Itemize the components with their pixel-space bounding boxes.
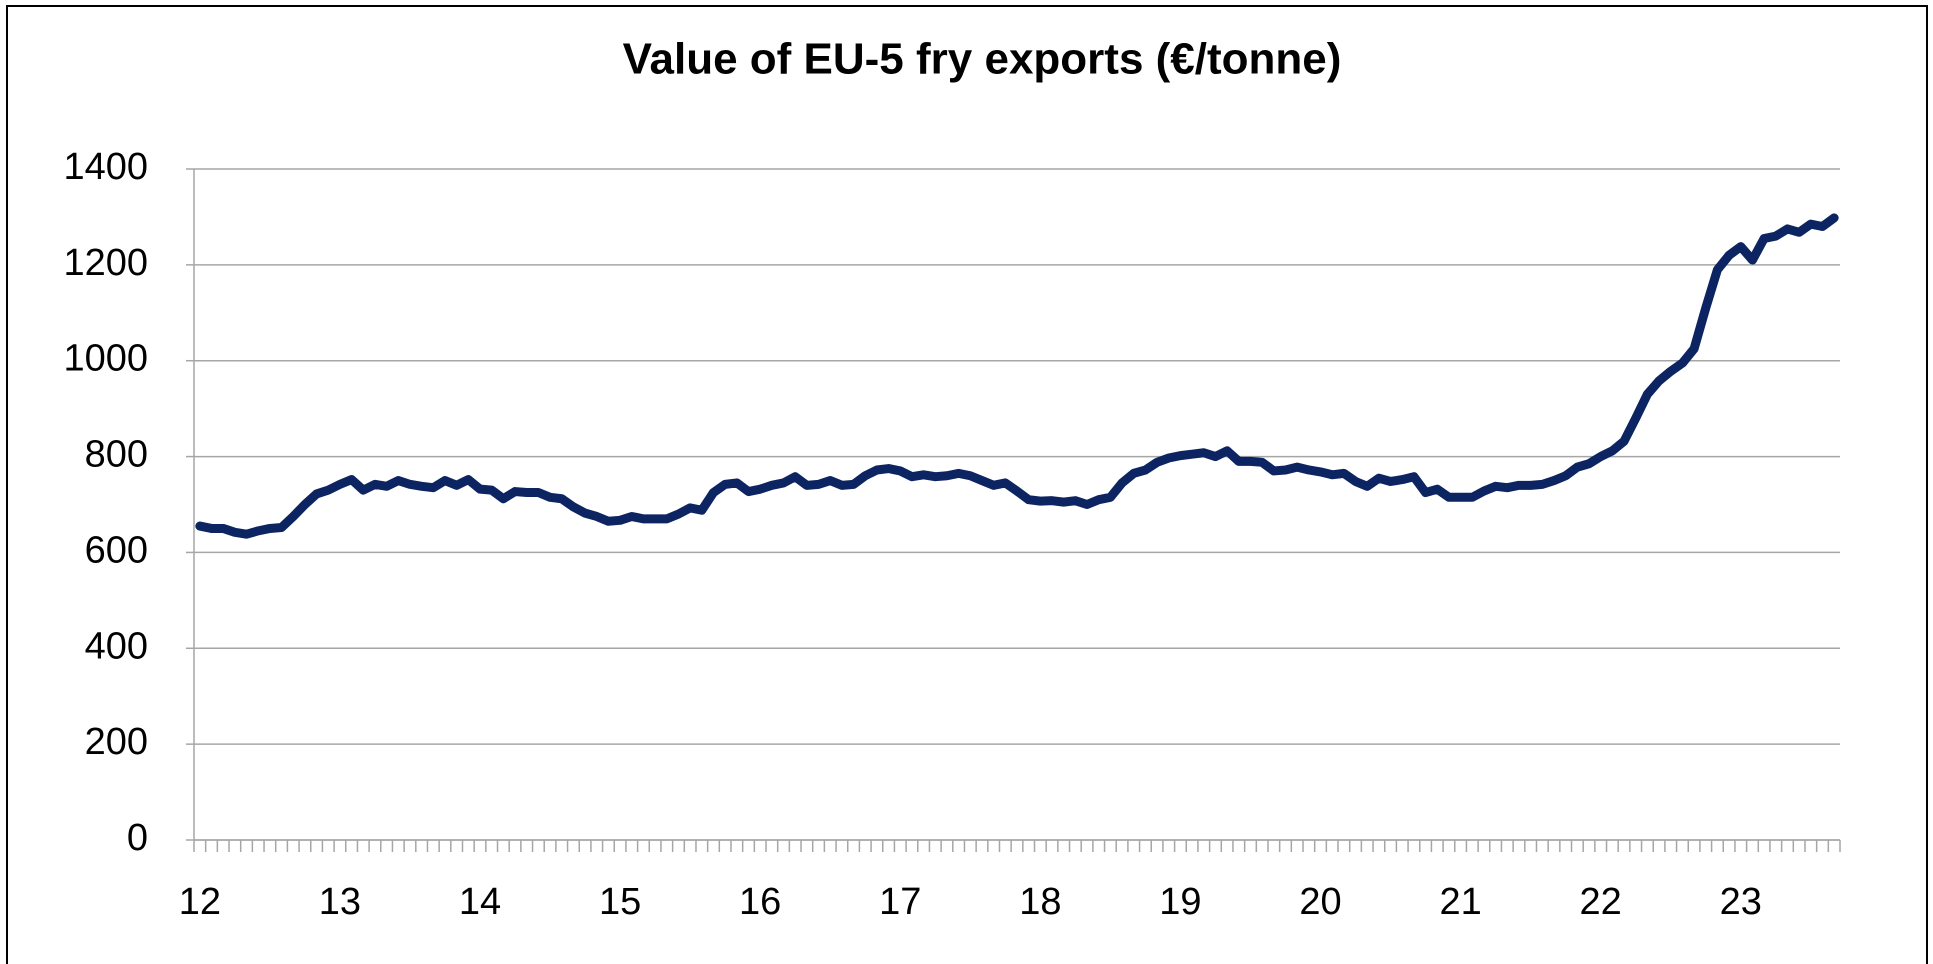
x-tick-label: 23 (1720, 881, 1762, 923)
x-tick-label: 16 (739, 881, 781, 923)
x-tick-label: 14 (459, 881, 501, 923)
x-tick-label: 17 (879, 881, 921, 923)
x-tick-label: 21 (1439, 881, 1481, 923)
y-tick-label: 1200 (63, 242, 148, 284)
chart-title: Value of EU-5 fry exports (€/tonne) (623, 35, 1342, 84)
y-tick-label: 1400 (63, 146, 148, 188)
y-tick-label: 800 (85, 434, 148, 476)
data-line (195, 213, 1839, 539)
chart-frame (6, 5, 1928, 964)
y-tick-label: 600 (85, 529, 148, 571)
y-tick-label: 0 (127, 817, 148, 859)
x-tick-label: 22 (1580, 881, 1622, 923)
y-tick-label: 1000 (63, 338, 148, 380)
x-tick-label: 19 (1159, 881, 1201, 923)
y-tick-label: 400 (85, 625, 148, 667)
x-tick-label: 20 (1299, 881, 1341, 923)
y-tick-label: 200 (85, 721, 148, 763)
x-tick-label: 12 (179, 881, 221, 923)
x-tick-label: 15 (599, 881, 641, 923)
x-tick-label: 18 (1019, 881, 1061, 923)
x-tick-label: 13 (319, 881, 361, 923)
